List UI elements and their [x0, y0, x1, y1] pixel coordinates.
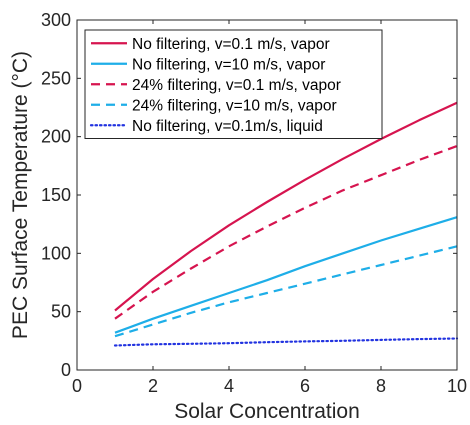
- legend-label-3: 24% filtering, v=0.1 m/s, vapor: [132, 77, 341, 94]
- series-line-2: [114, 216, 458, 334]
- legend-label-2: No filtering, v=10 m/s, vapor: [132, 56, 325, 73]
- x-tick-label: 4: [224, 376, 234, 396]
- y-tick-label: 300: [41, 10, 71, 30]
- x-axis-label: Solar Concentration: [174, 400, 360, 423]
- x-tick-label: 10: [447, 376, 467, 396]
- y-tick-label: 250: [41, 68, 71, 88]
- y-tick-label: 150: [41, 185, 71, 205]
- y-tick-label: 200: [41, 127, 71, 147]
- series-line-1: [114, 101, 458, 312]
- series-line-5: [113, 337, 459, 347]
- legend-label-4: 24% filtering, v=10 m/s, vapor: [132, 97, 337, 114]
- y-tick-label: 50: [51, 302, 71, 322]
- legend-label-5: No filtering, v=0.1m/s, liquid: [132, 118, 323, 135]
- y-tick-label: 0: [61, 360, 71, 380]
- x-tick-label: 6: [300, 376, 310, 396]
- legend-label-1: No filtering, v=0.1 m/s, vapor: [132, 36, 330, 53]
- legend: No filtering, v=0.1 m/s, vapor No filteri…: [84, 29, 383, 139]
- x-tick-label: 8: [376, 376, 386, 396]
- y-axis-label: PEC Surface Temperature (°C): [9, 51, 32, 339]
- series-line-3: [114, 144, 458, 320]
- x-tick-label: 0: [72, 376, 82, 396]
- x-tick-label: 2: [148, 376, 158, 396]
- series-line-4: [114, 245, 458, 338]
- series-layer: [113, 101, 459, 347]
- y-tick-label: 100: [41, 243, 71, 263]
- legend-box: [84, 29, 383, 139]
